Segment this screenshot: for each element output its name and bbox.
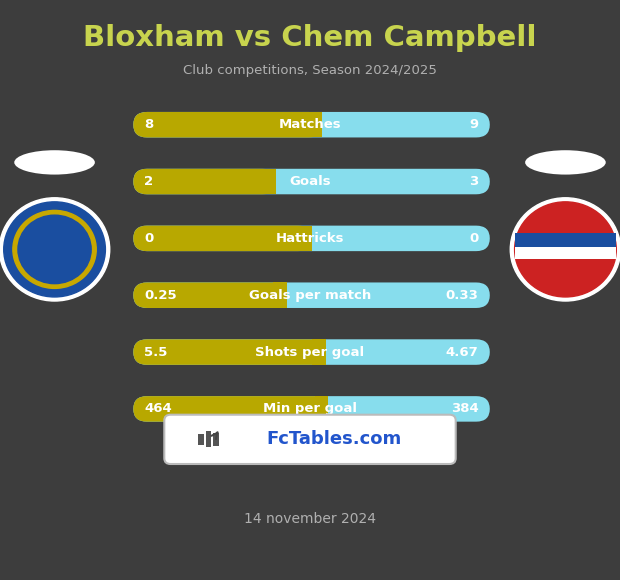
Bar	[515, 233, 616, 259]
Circle shape	[4, 202, 105, 297]
Bar	[309, 112, 322, 137]
FancyBboxPatch shape	[133, 169, 490, 194]
Text: 8: 8	[144, 118, 154, 131]
FancyBboxPatch shape	[133, 282, 286, 308]
Text: 3: 3	[469, 175, 479, 188]
Circle shape	[515, 202, 616, 297]
FancyBboxPatch shape	[133, 282, 490, 308]
Circle shape	[510, 198, 620, 301]
Text: 384: 384	[451, 403, 479, 415]
Text: Min per goal: Min per goal	[263, 403, 357, 415]
Bar	[213, 433, 219, 446]
Text: 2: 2	[144, 175, 154, 188]
Bar	[273, 282, 286, 308]
Text: Goals: Goals	[289, 175, 331, 188]
FancyBboxPatch shape	[164, 415, 456, 464]
Bar	[206, 432, 211, 448]
Bar	[315, 396, 329, 422]
Text: 4.67: 4.67	[446, 346, 479, 358]
Text: 0.33: 0.33	[446, 289, 479, 302]
FancyBboxPatch shape	[133, 169, 276, 194]
Bar	[198, 434, 204, 445]
Text: 5.5: 5.5	[144, 346, 168, 358]
Text: 464: 464	[144, 403, 172, 415]
FancyBboxPatch shape	[133, 112, 322, 137]
FancyBboxPatch shape	[133, 112, 490, 137]
Circle shape	[0, 198, 110, 301]
Text: Shots per goal: Shots per goal	[255, 346, 365, 358]
Text: 0.25: 0.25	[144, 289, 177, 302]
Circle shape	[13, 211, 96, 288]
Text: Bloxham vs Chem Campbell: Bloxham vs Chem Campbell	[83, 24, 537, 52]
Bar	[298, 226, 311, 251]
Text: Goals per match: Goals per match	[249, 289, 371, 302]
Ellipse shape	[525, 150, 606, 175]
FancyBboxPatch shape	[133, 226, 311, 251]
Bar	[312, 339, 326, 365]
Text: 0: 0	[144, 232, 154, 245]
Text: 9: 9	[469, 118, 479, 131]
Text: FcTables.com: FcTables.com	[267, 430, 402, 448]
Bar	[262, 169, 276, 194]
Bar	[515, 233, 616, 246]
Circle shape	[18, 215, 91, 284]
Text: Matches: Matches	[278, 118, 342, 131]
FancyBboxPatch shape	[133, 226, 490, 251]
FancyBboxPatch shape	[133, 396, 329, 422]
Text: 0: 0	[469, 232, 479, 245]
Text: Hattricks: Hattricks	[276, 232, 344, 245]
FancyBboxPatch shape	[133, 339, 490, 365]
Text: Club competitions, Season 2024/2025: Club competitions, Season 2024/2025	[183, 64, 437, 77]
Text: 14 november 2024: 14 november 2024	[244, 512, 376, 526]
Ellipse shape	[14, 150, 95, 175]
FancyBboxPatch shape	[133, 339, 326, 365]
FancyBboxPatch shape	[133, 396, 490, 422]
